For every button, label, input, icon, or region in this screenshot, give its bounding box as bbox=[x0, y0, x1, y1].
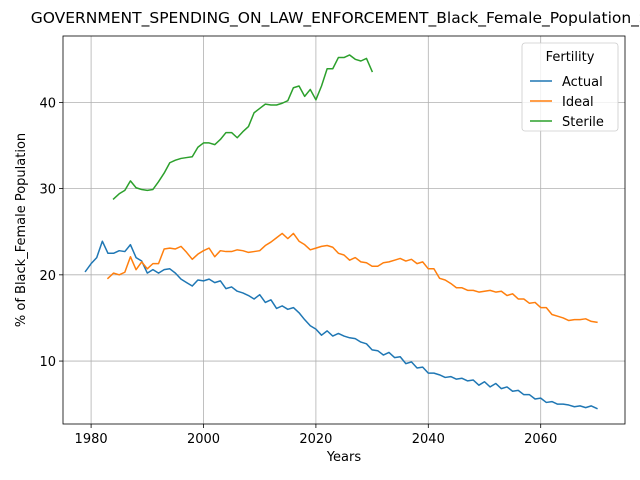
y-tick-label: 10 bbox=[39, 355, 56, 370]
legend: Fertility Actual Ideal Sterile bbox=[521, 42, 619, 132]
y-axis-label: % of Black_Female Population bbox=[14, 133, 29, 327]
y-tick-label: 20 bbox=[39, 269, 56, 284]
plot-frame bbox=[62, 35, 626, 425]
legend-box bbox=[521, 42, 619, 132]
legend-entries: Actual Ideal Sterile bbox=[530, 75, 604, 130]
y-tick-label: 40 bbox=[39, 96, 56, 111]
series-line-ideal bbox=[106, 232, 598, 324]
y-tick-label: 30 bbox=[39, 183, 56, 198]
grid bbox=[63, 36, 625, 424]
x-tick-label: 2060 bbox=[524, 432, 557, 447]
x-axis-label: Years bbox=[326, 450, 362, 465]
x-tick-label: 2040 bbox=[412, 432, 445, 447]
series-line-actual bbox=[84, 240, 598, 410]
series-line-sterile bbox=[112, 54, 374, 201]
plot-lines bbox=[84, 54, 598, 410]
axis-ticks: 1980 2000 2020 2040 2060 10 20 30 40 bbox=[39, 96, 557, 447]
legend-label-actual: Actual bbox=[562, 75, 603, 90]
legend-label-sterile: Sterile bbox=[562, 115, 604, 130]
x-tick-label: 1980 bbox=[75, 432, 108, 447]
chart-title: GOVERNMENT_SPENDING_ON_LAW_ENFORCEMENT_B… bbox=[31, 9, 640, 28]
legend-title: Fertility bbox=[546, 50, 595, 65]
x-tick-label: 2000 bbox=[187, 432, 220, 447]
legend-label-ideal: Ideal bbox=[562, 95, 594, 110]
x-tick-label: 2020 bbox=[299, 432, 332, 447]
